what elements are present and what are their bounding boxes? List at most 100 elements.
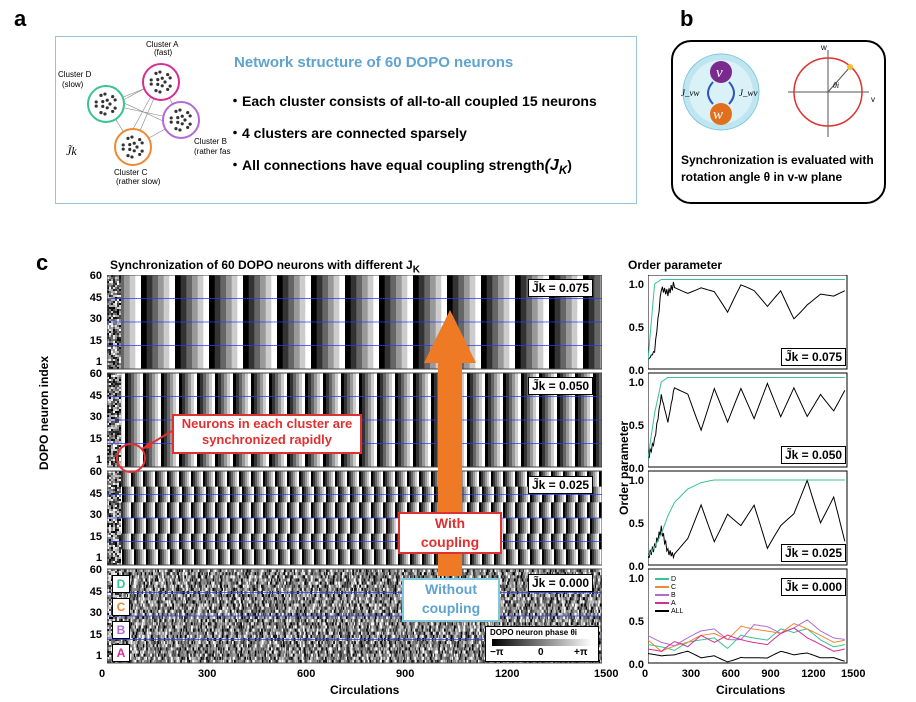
heatmap-ytick: 45 bbox=[89, 585, 102, 598]
op-ytick: 0.5 bbox=[628, 616, 644, 628]
network-diagram: Cluster A (fast) Cluster B (rather fast)… bbox=[58, 40, 231, 186]
op-series-clusters bbox=[648, 479, 845, 557]
panel-b-caption: Synchronization is evaluated with rotatio… bbox=[681, 153, 874, 184]
heatmap-jk-0025: J̃k = 0.025 bbox=[528, 476, 594, 494]
op-series-all bbox=[648, 281, 846, 361]
heatmap-jk-0075: J̃k = 0.075 bbox=[528, 279, 594, 297]
heatmap-ytick: 45 bbox=[89, 291, 102, 304]
heatmap-ytick: 15 bbox=[89, 334, 102, 347]
cluster-letter-d: D bbox=[112, 575, 130, 593]
op-jk-0050: J̃k = 0.050 bbox=[781, 446, 847, 464]
svg-text:θi: θi bbox=[833, 81, 839, 90]
heatmap-ytick: 45 bbox=[89, 389, 102, 402]
phase-heatmaps bbox=[107, 275, 602, 664]
heatmap-ytick: 30 bbox=[89, 313, 102, 325]
heatmap-ytick: 30 bbox=[89, 509, 102, 521]
w-node bbox=[710, 103, 732, 125]
legend-entry: A bbox=[655, 600, 683, 608]
op-ytick: 1.0 bbox=[628, 279, 644, 291]
unit-circle bbox=[793, 57, 863, 127]
heatmap-jk-0000: J̃k = 0.000 bbox=[528, 574, 594, 592]
order-parameter-title: Order parameter bbox=[628, 258, 723, 272]
heatmap-xtick: 600 bbox=[297, 668, 316, 680]
heatmap-ytick: 30 bbox=[89, 411, 102, 423]
cluster-a-name: Cluster A bbox=[146, 40, 179, 49]
op-x-label: Circulations bbox=[716, 683, 786, 697]
heatmap-ytick: 60 bbox=[89, 368, 102, 380]
op-series-d bbox=[648, 628, 845, 652]
op-y-label: Order parameter bbox=[617, 420, 631, 515]
heatmap-ytick: 60 bbox=[89, 564, 102, 576]
cluster-d-name: Cluster D bbox=[58, 70, 92, 79]
svg-text:J_vw: J_vw bbox=[681, 88, 700, 98]
heatmap-y-label: DOPO neuron index bbox=[37, 355, 51, 470]
heatmap-x-label: Circulations bbox=[330, 683, 400, 697]
op-ytick: 0.0 bbox=[628, 561, 644, 573]
op-xtick: 300 bbox=[681, 668, 701, 680]
heatmap-ytick: 15 bbox=[89, 530, 102, 543]
panel-label-b: b bbox=[680, 6, 694, 31]
op-xtick: 0 bbox=[642, 668, 649, 680]
jwv-arrow bbox=[728, 81, 735, 105]
heatmap-ytick: 30 bbox=[89, 607, 102, 619]
cluster-b-name: Cluster B bbox=[194, 137, 227, 146]
bullet-1: ・Each cluster consists of all-to-all cou… bbox=[228, 93, 597, 109]
legend-entry: C bbox=[655, 584, 683, 592]
panel-c-title: Synchronization of 60 DOPO neurons with … bbox=[110, 258, 420, 276]
cluster-b-speed: (rather fast) bbox=[194, 147, 231, 156]
cluster-a-speed: (fast) bbox=[154, 48, 173, 57]
heatmap-ytick: 1 bbox=[95, 650, 102, 662]
heatmap-ytick: 15 bbox=[89, 432, 102, 445]
op-jk-0025: J̃k = 0.025 bbox=[781, 544, 847, 562]
cluster-c-speed: (rather slow) bbox=[116, 177, 161, 186]
op-series-a bbox=[648, 627, 845, 652]
phase-colorbar: DOPO neuron phase θi −π 0 +π bbox=[485, 626, 599, 662]
legend-entry: D bbox=[655, 576, 683, 584]
panel-b-synchronization: v w J_vw J_wv w v θi Synchronization is … bbox=[671, 40, 886, 204]
svg-text:w: w bbox=[820, 43, 827, 52]
svg-text:v: v bbox=[716, 65, 723, 81]
with-coupling-label: With coupling bbox=[398, 512, 502, 554]
heatmap-xtick: 0 bbox=[99, 668, 106, 680]
heatmap-jk-0050: J̃k = 0.050 bbox=[528, 377, 594, 395]
jvw-arrow bbox=[707, 81, 714, 105]
heatmap-xtick: 1500 bbox=[594, 668, 619, 680]
op-ytick: 0.5 bbox=[628, 420, 644, 432]
op-series-b bbox=[648, 619, 845, 647]
heatmap-ytick: 1 bbox=[95, 454, 102, 466]
panel-a-title: Network structure of 60 DOPO neurons bbox=[234, 54, 514, 71]
op-legend: D C B A ALL bbox=[655, 576, 683, 616]
cluster-c-name: Cluster C bbox=[114, 168, 148, 177]
panel-a-network: Cluster A (fast) Cluster B (rather fast)… bbox=[55, 36, 637, 204]
cluster-a-ring bbox=[142, 63, 180, 101]
op-ytick: 1.0 bbox=[628, 573, 644, 585]
callout-pointer bbox=[116, 430, 173, 473]
op-ytick: 1.0 bbox=[628, 475, 644, 487]
op-ytick: 0.5 bbox=[628, 322, 644, 334]
cluster-letter-c: C bbox=[112, 598, 130, 616]
op-xtick: 1200 bbox=[801, 668, 826, 680]
heatmap-xtick: 300 bbox=[198, 668, 217, 680]
op-series-clusters bbox=[648, 377, 845, 459]
heatmap-ytick: 1 bbox=[95, 356, 102, 368]
cluster-b-ring bbox=[162, 101, 200, 139]
cluster-letter-a: A bbox=[112, 644, 130, 662]
legend-entry: B bbox=[655, 592, 683, 600]
heatmap-0 bbox=[107, 275, 602, 370]
op-ytick: 1.0 bbox=[628, 377, 644, 389]
svg-text:v: v bbox=[871, 95, 875, 104]
without-coupling-label: Without coupling bbox=[402, 578, 500, 622]
heatmap-ytick: 1 bbox=[95, 552, 102, 564]
op-xtick: 900 bbox=[761, 668, 780, 680]
op-jk-0075: J̃k = 0.075 bbox=[781, 348, 847, 366]
v-node bbox=[710, 61, 732, 83]
coupling-symbol: (JK) bbox=[544, 157, 572, 177]
heatmap-ytick: 60 bbox=[89, 270, 102, 282]
heatmap-xtick: 1200 bbox=[495, 668, 520, 680]
heatmap-ytick: 45 bbox=[89, 487, 102, 500]
op-series-all bbox=[648, 650, 845, 663]
op-series-all bbox=[648, 382, 846, 459]
op-series-all bbox=[648, 478, 846, 560]
coupling-arrow bbox=[424, 310, 476, 576]
cluster-c-ring bbox=[114, 128, 152, 166]
